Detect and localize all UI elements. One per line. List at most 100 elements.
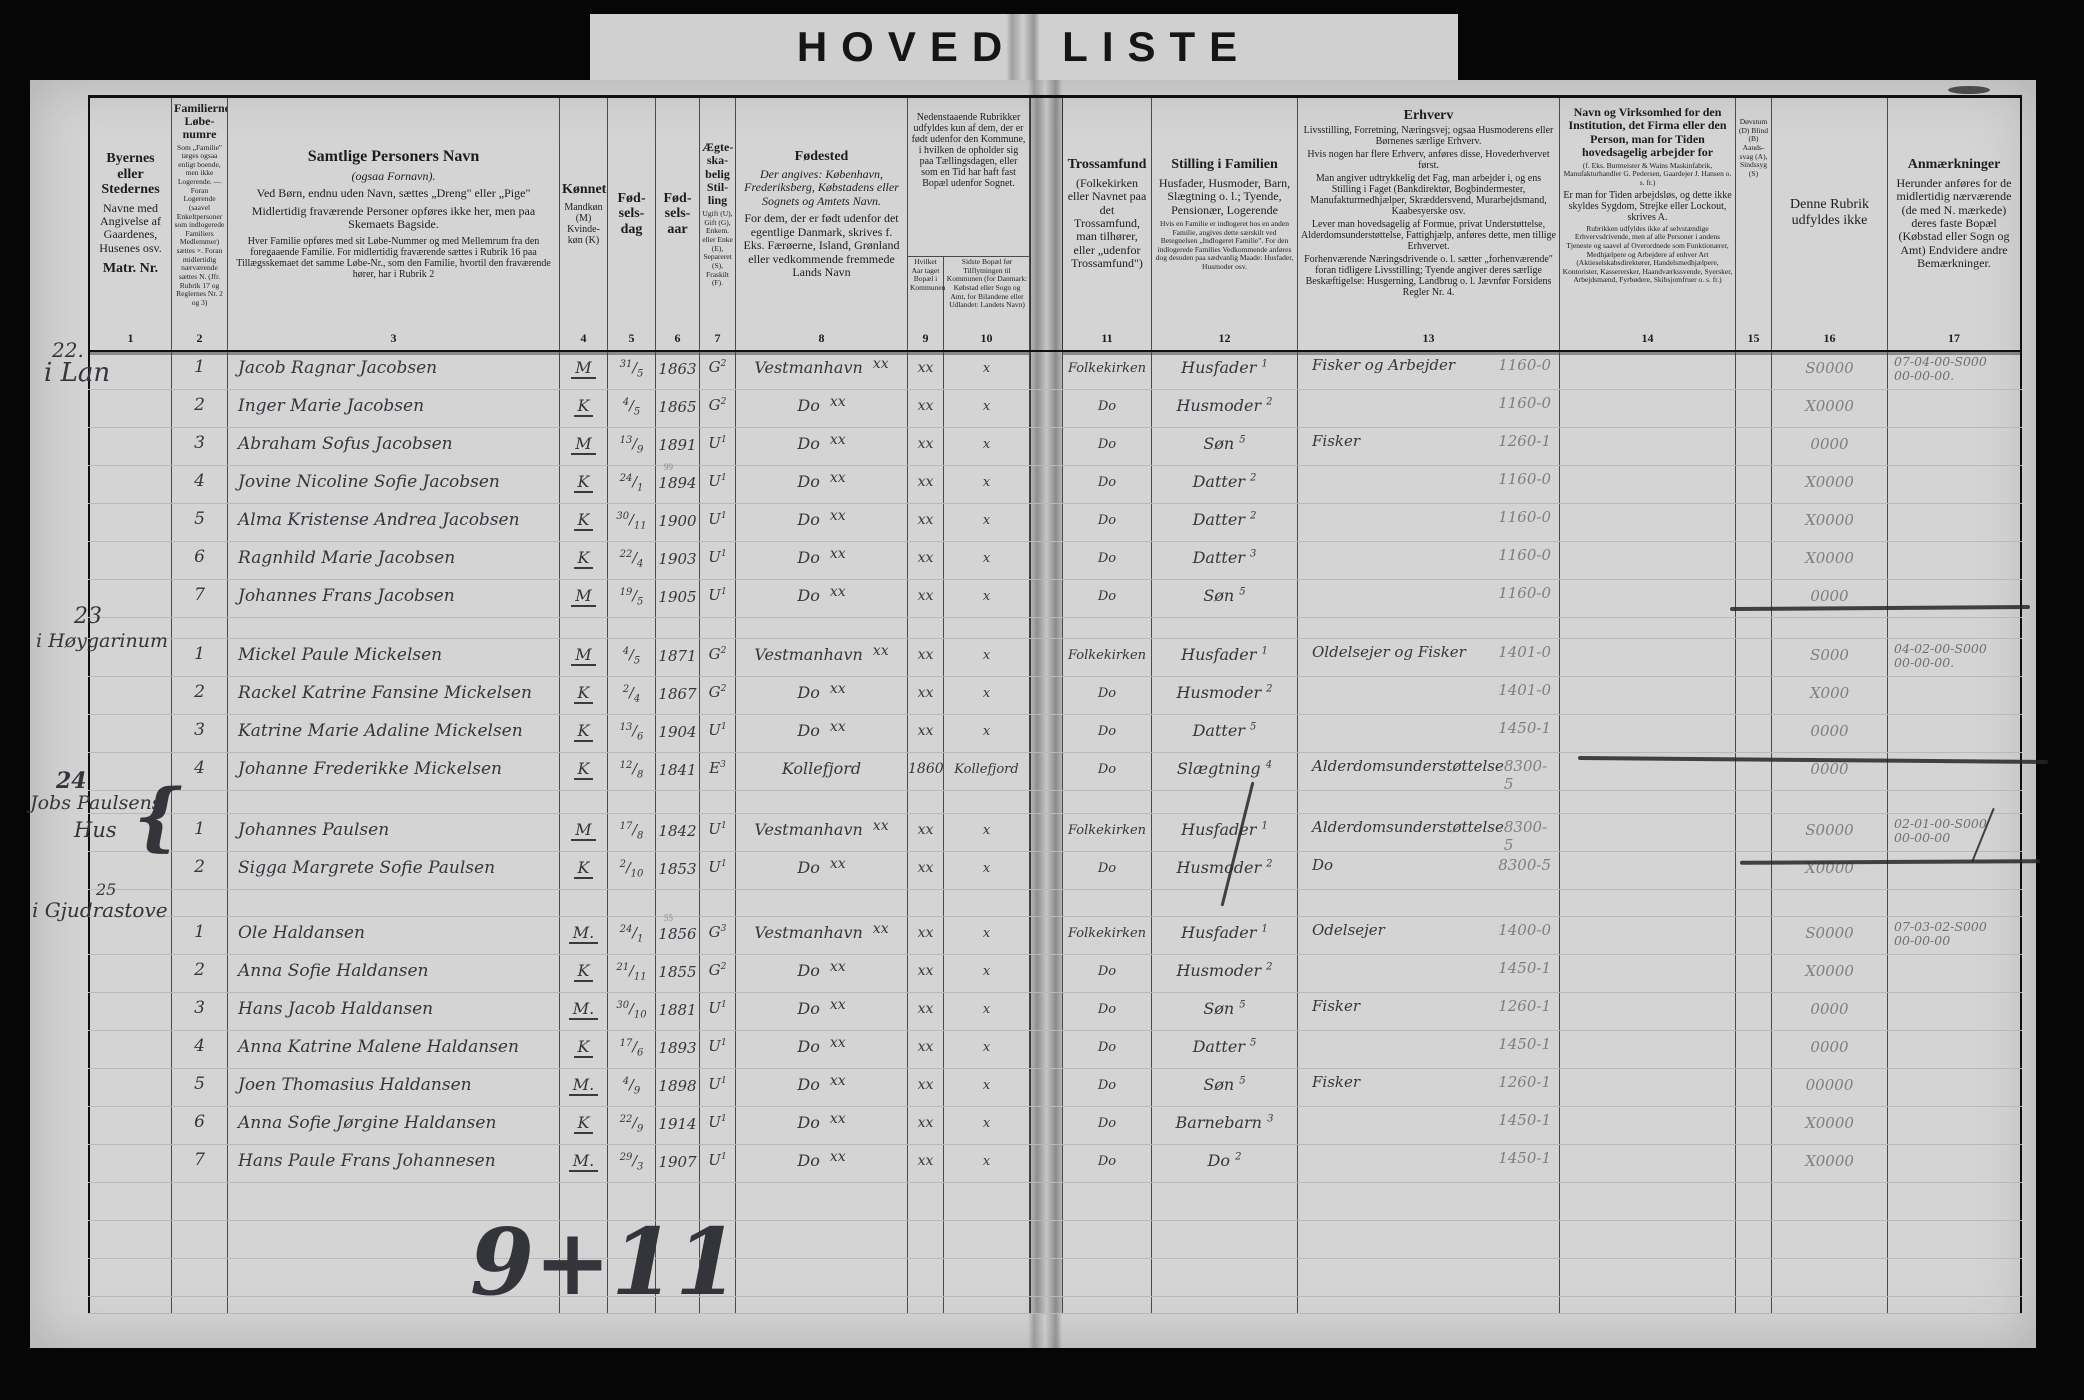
cell-name: Jovine Nicoline Sofie Jacobsen	[228, 466, 560, 503]
cell-last-residence: x	[944, 814, 1030, 851]
cell-place	[88, 1145, 172, 1182]
cell-birthyear: 1855	[656, 955, 700, 992]
header-blank-rubric: Denne Rubrik udfyldes ikke	[1772, 98, 1888, 328]
table-row: 5 Joen Thomasius Haldansen M. 4/9 1898 U1 Do xx…	[88, 1069, 2022, 1107]
cell-name: Rackel Katrine Fansine Mickelsen	[228, 677, 560, 714]
handwritten-label: Jobs Paulsens	[30, 792, 162, 814]
table-row: 4 Anna Katrine Malene Haldansen K 17/6 1893 U…	[88, 1031, 2022, 1069]
empty-cell	[1063, 618, 1152, 638]
cell-number: 4	[172, 466, 228, 503]
cell-birthplace: Do xx	[736, 852, 908, 889]
cell-birthyear: 1898	[656, 1069, 700, 1106]
cell-birthplace: Do xx	[736, 993, 908, 1030]
cell-disabilities	[1736, 466, 1772, 503]
cell-sex: K	[560, 677, 608, 714]
header-place: Byernes eller Stedernes Navne med Angivel…	[88, 98, 172, 328]
empty-cell	[1063, 1221, 1152, 1258]
cell-remarks	[1888, 580, 2022, 617]
cell-remarks: 02-01-00-S000 00-00-00	[1888, 814, 2022, 851]
cell-disabilities	[1736, 542, 1772, 579]
cell-religion: Do	[1063, 428, 1152, 465]
cell-civil-status: U1	[700, 852, 736, 889]
cell-birthyear: 1853	[656, 852, 700, 889]
empty-cell	[1298, 1221, 1560, 1258]
cell-civil-status: G3	[700, 917, 736, 954]
cell-year-moved: xx	[908, 852, 944, 889]
cell-occupation: Fisker og Arbejder 1160-0	[1298, 352, 1560, 389]
empty-cell	[608, 1297, 656, 1313]
cell-remarks	[1888, 753, 2022, 790]
cell-civil-status: G2	[700, 352, 736, 389]
fold-cell	[1030, 852, 1063, 889]
cell-employer	[1560, 580, 1736, 617]
cell-birthyear: 1891	[656, 428, 700, 465]
empty-cell	[1152, 1259, 1298, 1296]
cell-civil-status: U1	[700, 466, 736, 503]
cell-place	[88, 428, 172, 465]
table-row: 4 Johanne Frederikke Mickelsen K 12/8 1841 E3…	[88, 753, 2022, 793]
cell-code: 0000	[1772, 580, 1888, 617]
cell-last-residence: x	[944, 428, 1030, 465]
fold-cell	[1030, 1145, 1063, 1182]
cell-disabilities	[1736, 639, 1772, 676]
empty-cell	[1298, 1259, 1560, 1296]
header-family-position: Stilling i Familien Husfader, Husmoder, B…	[1152, 98, 1298, 328]
empty-cell	[656, 791, 700, 813]
cell-year-moved: xx	[908, 814, 944, 851]
cell-employer	[1560, 466, 1736, 503]
empty-cell	[1560, 1259, 1736, 1296]
cell-last-residence: x	[944, 1145, 1030, 1182]
cell-year-moved: xx	[908, 639, 944, 676]
cell-birthyear: 1907	[656, 1145, 700, 1182]
cell-disabilities	[1736, 715, 1772, 752]
empty-cell	[736, 791, 908, 813]
cell-year-moved: xx	[908, 504, 944, 541]
cell-sex: K	[560, 715, 608, 752]
cell-birthday: 29/3	[608, 1145, 656, 1182]
cell-religion: Do	[1063, 504, 1152, 541]
cell-number: 3	[172, 715, 228, 752]
cell-year-moved: 1860	[908, 753, 944, 790]
cell-remarks: 07-04-00-S000 00-00-00.	[1888, 352, 2022, 389]
fold-column	[1030, 98, 1063, 328]
cell-birthday: 22/4	[608, 542, 656, 579]
empty-cell	[172, 1221, 228, 1258]
column-number-13: 13	[1298, 328, 1560, 350]
cell-number: 7	[172, 1145, 228, 1182]
cell-birthyear: 1900	[656, 504, 700, 541]
table-row: 6 Anna Sofie Jørgine Haldansen K 22/9 1914 U1…	[88, 1107, 2022, 1145]
cell-civil-status: U1	[700, 542, 736, 579]
empty-cell	[608, 890, 656, 916]
spacer-row	[88, 618, 2022, 639]
cell-occupation: 1401-0	[1298, 677, 1560, 714]
cell-occupation: Fisker 1260-1	[1298, 428, 1560, 465]
cell-place	[88, 639, 172, 676]
cell-sex: M.	[560, 1145, 608, 1182]
empty-cell	[1888, 1259, 2022, 1296]
cell-code: S0000	[1772, 352, 1888, 389]
cell-number: 3	[172, 993, 228, 1030]
empty-cell	[656, 1297, 700, 1313]
header-employer: Navn og Virksomhed for den Institution, …	[1560, 98, 1736, 328]
cell-employer	[1560, 504, 1736, 541]
cell-name: Sigga Margrete Sofie Paulsen	[228, 852, 560, 889]
cell-number: 1	[172, 917, 228, 954]
cell-place	[88, 993, 172, 1030]
empty-cell	[88, 618, 172, 638]
cell-religion: Do	[1063, 580, 1152, 617]
cell-name: Anna Sofie Jørgine Haldansen	[228, 1107, 560, 1144]
cell-code: 0000	[1772, 428, 1888, 465]
cell-occupation: 1160-0	[1298, 504, 1560, 541]
cell-remarks	[1888, 852, 2022, 889]
empty-cell	[1888, 618, 2022, 638]
cell-year-moved: xx	[908, 1107, 944, 1144]
column-number-8: 8	[736, 328, 908, 350]
cell-disabilities	[1736, 677, 1772, 714]
cell-civil-status: G2	[700, 390, 736, 427]
cell-birthyear: 1905	[656, 580, 700, 617]
empty-cell	[908, 1297, 944, 1313]
empty-cell	[1772, 1297, 1888, 1313]
cell-name: Johannes Paulsen	[228, 814, 560, 851]
empty-cell	[228, 890, 560, 916]
empty-cell	[908, 618, 944, 638]
